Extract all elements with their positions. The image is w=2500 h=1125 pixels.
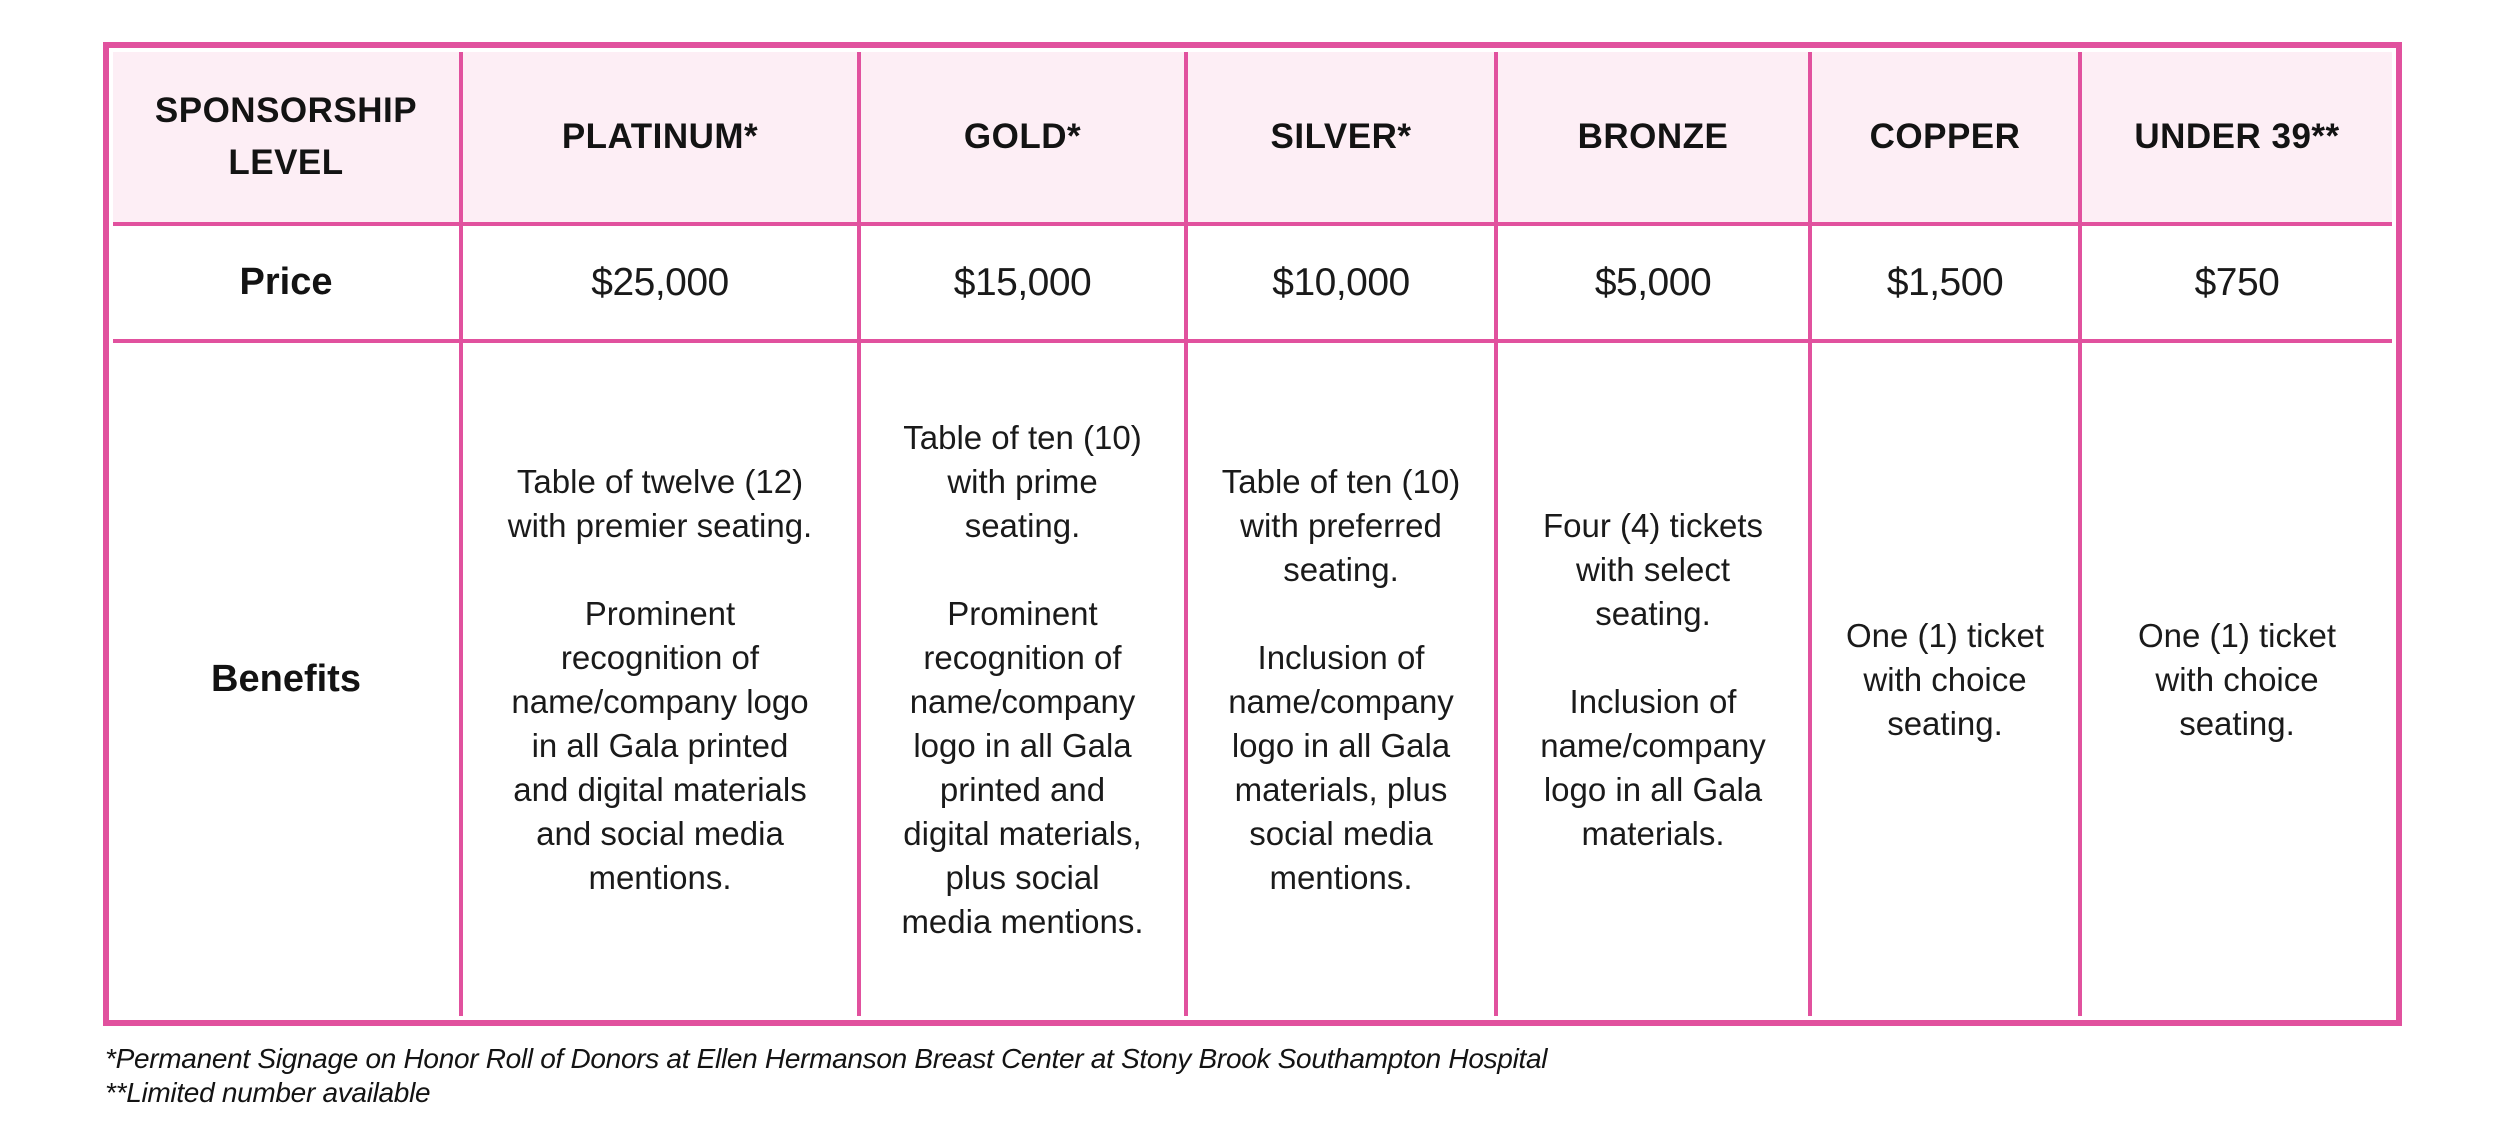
sponsorship-table: SPONSORSHIP LEVEL PLATINUM* GOLD* SILVER… (113, 52, 2392, 1016)
price-under-39: $750 (2078, 222, 2392, 343)
benefits-bronze-text: Four (4) tickets with select seating. In… (1540, 506, 1766, 852)
price-row-label: Price (113, 222, 463, 343)
benefits-copper: One (1) ticket with choice seating. (1808, 339, 2082, 1016)
price-silver: $10,000 (1184, 222, 1498, 343)
benefits-bronze: Four (4) tickets with select seating. In… (1494, 339, 1812, 1016)
header-cell-under-39: UNDER 39** (2078, 52, 2392, 226)
benefits-under-39: One (1) ticket with choice seating. (2078, 339, 2392, 1016)
header-cell-bronze: BRONZE (1494, 52, 1812, 226)
benefits-gold: Table of ten (10) with prime seating. Pr… (857, 339, 1188, 1016)
header-cell-platinum: PLATINUM* (459, 52, 861, 226)
header-cell-gold: GOLD* (857, 52, 1188, 226)
footnotes: *Permanent Signage on Honor Roll of Dono… (105, 1042, 1547, 1110)
header-cell-silver: SILVER* (1184, 52, 1498, 226)
benefits-gold-text: Table of ten (10) with prime seating. Pr… (901, 418, 1144, 940)
benefits-row-label: Benefits (113, 339, 463, 1016)
benefits-under-39-text: One (1) ticket with choice seating. (2137, 616, 2337, 742)
benefits-row: Benefits Table of twelve (12) with premi… (113, 339, 2392, 1016)
sponsorship-table-frame: SPONSORSHIP LEVEL PLATINUM* GOLD* SILVER… (103, 42, 2402, 1026)
benefits-platinum: Table of twelve (12) with premier seatin… (459, 339, 861, 1016)
benefits-copper-text: One (1) ticket with choice seating. (1845, 616, 2045, 742)
benefits-platinum-text: Table of twelve (12) with premier seatin… (507, 462, 813, 896)
price-bronze: $5,000 (1494, 222, 1812, 343)
footnote-signage: *Permanent Signage on Honor Roll of Dono… (105, 1043, 1548, 1074)
header-cell-sponsorship-level: SPONSORSHIP LEVEL (113, 52, 463, 226)
price-platinum: $25,000 (459, 222, 861, 343)
benefits-silver: Table of ten (10) with preferred seating… (1184, 339, 1498, 1016)
benefits-silver-text: Table of ten (10) with preferred seating… (1221, 462, 1461, 896)
footnote-limited: **Limited number available (105, 1077, 431, 1108)
price-gold: $15,000 (857, 222, 1188, 343)
header-cell-copper: COPPER (1808, 52, 2082, 226)
header-row: SPONSORSHIP LEVEL PLATINUM* GOLD* SILVER… (113, 52, 2392, 226)
price-row: Price $25,000 $15,000 $10,000 $5,000 $1,… (113, 222, 2392, 343)
price-copper: $1,500 (1808, 222, 2082, 343)
